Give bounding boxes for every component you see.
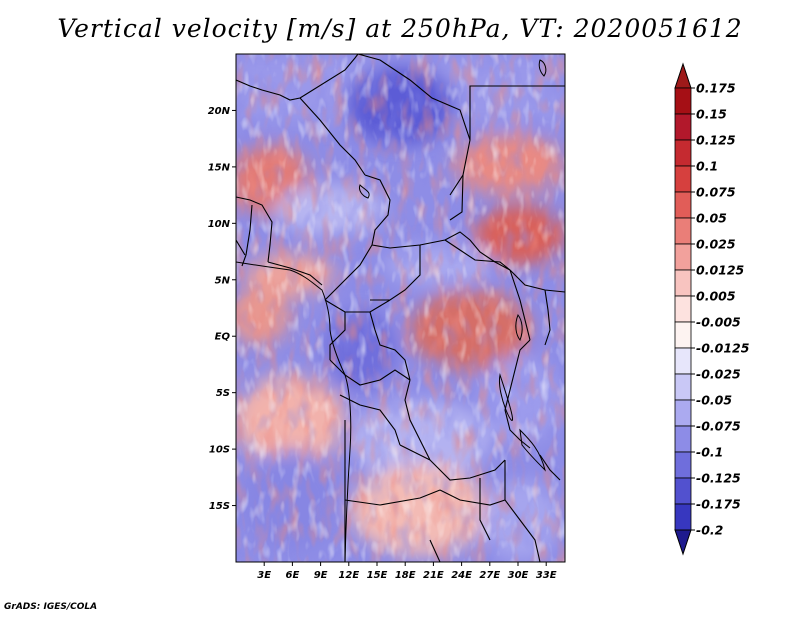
lon-tick-label: 24E <box>451 570 472 581</box>
lon-tick-label: 27E <box>479 570 500 581</box>
colorbar-swatch <box>674 425 692 453</box>
colorbar-label: 0.1 <box>696 159 718 174</box>
colorbar-swatch <box>674 399 692 427</box>
colorbar-swatch <box>674 477 692 505</box>
colorbar: 0.175 0.15 0.125 0.1 0.075 0.05 0.025 0.0125 0.0… <box>674 62 750 556</box>
colorbar-label: -0.1 <box>696 445 723 460</box>
lat-tick-label: 10N <box>208 219 231 230</box>
colorbar-swatch <box>674 451 692 479</box>
colorbar-top-arrow <box>674 62 692 89</box>
colorbar-label: -0.0125 <box>696 341 750 356</box>
map-frame <box>235 53 566 563</box>
velocity-field <box>236 54 565 562</box>
colorbar-swatch <box>674 139 692 167</box>
colorbar-swatch <box>674 503 692 531</box>
grads-credit: GrADS: IGES/COLA <box>4 602 98 612</box>
colorbar-label: -0.075 <box>696 419 741 434</box>
colorbar-swatch <box>674 269 692 297</box>
coastlines-lakes <box>236 59 547 562</box>
lon-tick-label: 18E <box>395 570 416 581</box>
colorbar-swatch <box>674 191 692 219</box>
colorbar-label: -0.05 <box>696 393 732 408</box>
colorbar-label: 0.175 <box>696 81 736 96</box>
lon-tick-label: 33E <box>536 570 557 581</box>
colorbar-label: 0.0125 <box>696 263 745 278</box>
lon-tick-label: 12E <box>338 570 359 581</box>
longitude-axis: 3E 6E 9E 12E 15E 18E 21E 24E 27E 30E 33E <box>257 562 557 581</box>
colorbar-label: -0.2 <box>696 523 723 538</box>
lon-tick-label: 15E <box>367 570 388 581</box>
colorbar-swatch <box>674 347 692 375</box>
lat-tick-label: 20N <box>208 106 231 117</box>
colorbar-bottom-arrow <box>674 529 692 556</box>
map-title: Vertical velocity [m/s] at 250hPa, VT: 2… <box>57 14 743 43</box>
lon-tick-label: 3E <box>257 570 271 581</box>
lat-tick-label: 5S <box>216 388 230 399</box>
colorbar-label: 0.05 <box>696 211 727 226</box>
colorbar-swatch <box>674 243 692 271</box>
colorbar-swatch <box>674 295 692 323</box>
colorbar-label: -0.125 <box>696 471 741 486</box>
colorbar-swatch <box>674 217 692 245</box>
colorbar-swatch <box>674 321 692 349</box>
colorbar-swatch <box>674 373 692 401</box>
colorbar-label: -0.175 <box>696 497 741 512</box>
lon-tick-label: 6E <box>286 570 300 581</box>
colorbar-label: 0.075 <box>696 185 736 200</box>
country-borders <box>236 54 565 562</box>
colorbar-label: -0.025 <box>696 367 741 382</box>
lat-tick-label: 10S <box>209 445 230 456</box>
colorbar-label: -0.005 <box>696 315 741 330</box>
lon-tick-label: 30E <box>508 570 529 581</box>
colorbar-label: 0.005 <box>696 289 736 304</box>
colorbar-swatch <box>674 113 692 141</box>
colorbar-swatch <box>674 165 692 193</box>
colorbar-swatch <box>674 87 692 115</box>
colorbar-label: 0.025 <box>696 237 736 252</box>
lat-tick-label: EQ <box>215 332 231 343</box>
lon-tick-label: 21E <box>423 570 444 581</box>
lat-tick-label: 5N <box>215 275 231 286</box>
latitude-axis: 20N 15N 10N 5N EQ 5S 10S 15S <box>208 106 236 512</box>
lat-tick-label: 15N <box>208 162 231 173</box>
lon-tick-label: 9E <box>314 570 328 581</box>
colorbar-label: 0.125 <box>696 133 736 148</box>
colorbar-label: 0.15 <box>696 107 727 122</box>
lat-tick-label: 15S <box>209 501 230 512</box>
